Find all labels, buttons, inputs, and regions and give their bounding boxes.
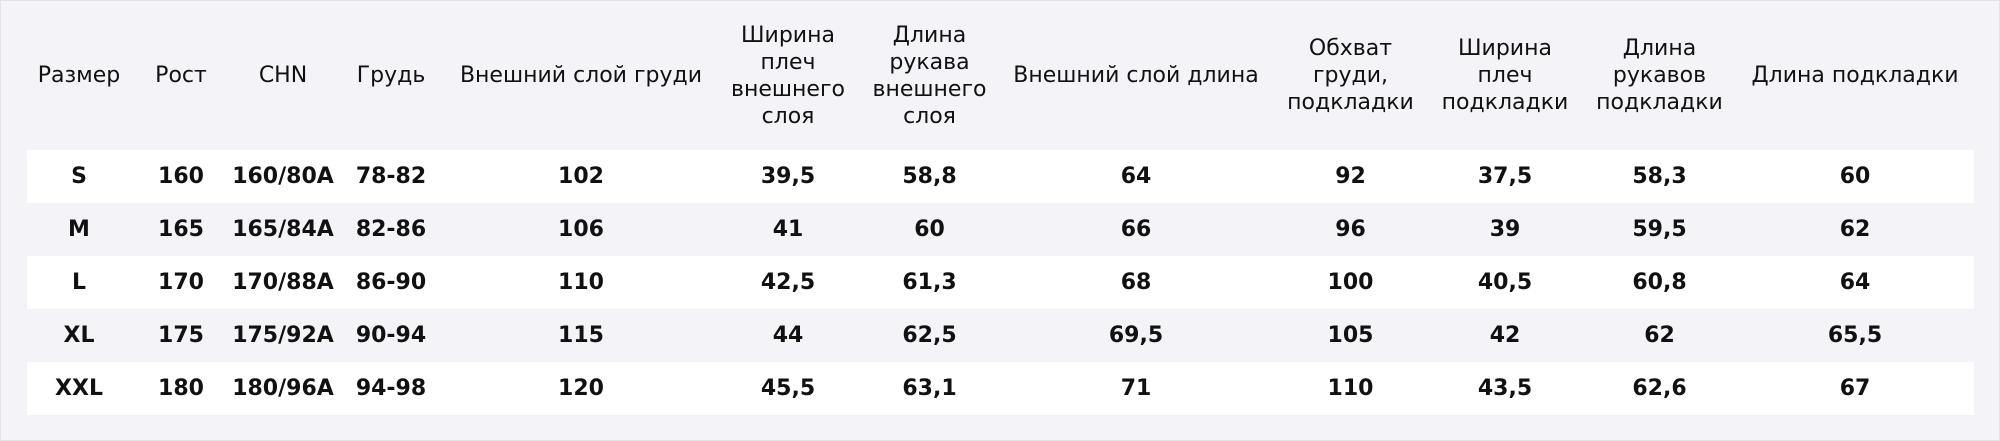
- table-cell: 43,5: [1427, 362, 1583, 415]
- table-cell: 61,3: [861, 256, 998, 309]
- table-cell: 82-86: [335, 203, 447, 256]
- table-cell: 71: [998, 362, 1274, 415]
- table-cell: 58,3: [1583, 150, 1736, 203]
- table-cell: 64: [998, 150, 1274, 203]
- header-row: Размер Рост CHN Грудь Внешний слой груди Шири…: [27, 1, 1974, 150]
- header-cell: Длина рукавов подкладки: [1596, 36, 1723, 115]
- table-row: XXL 180 180/96A 94-98 120 45,5 63,1 71 110 43,5 62…: [27, 362, 1974, 415]
- header-cell: Ширина плеч подкладки: [1441, 36, 1569, 115]
- table-cell: 62: [1736, 203, 1974, 256]
- table-cell: 175/92A: [231, 309, 335, 362]
- table-cell: 59,5: [1583, 203, 1736, 256]
- table-cell: 65,5: [1736, 309, 1974, 362]
- header-cell: Внешний слой длина: [1013, 63, 1259, 88]
- table-cell: 62,5: [861, 309, 998, 362]
- header-cell: Ширина плеч внешнего слоя: [731, 22, 845, 129]
- header-cell: Грудь: [356, 63, 426, 88]
- header-cell: Внешний слой груди: [459, 63, 703, 88]
- table-cell: 58,8: [861, 150, 998, 203]
- table-cell: 60: [861, 203, 998, 256]
- table-cell: 94-98: [335, 362, 447, 415]
- header-cell: Размер: [37, 63, 121, 88]
- table-cell: 175: [131, 309, 231, 362]
- header-cell: Длина рукава внешнего слоя: [872, 22, 987, 129]
- table-cell: XL: [27, 309, 131, 362]
- size-table: Размер Рост CHN Грудь Внешний слой груди Шири…: [27, 1, 1974, 415]
- table-cell: 42: [1427, 309, 1583, 362]
- table-cell: 68: [998, 256, 1274, 309]
- table-cell: 69,5: [998, 309, 1274, 362]
- table-cell: 170: [131, 256, 231, 309]
- table-row: S 160 160/80A 78-82 102 39,5 58,8 64 92 37,5 58,3 6…: [27, 150, 1974, 203]
- table-cell: 160: [131, 150, 231, 203]
- table-cell: M: [27, 203, 131, 256]
- table-cell: L: [27, 256, 131, 309]
- table-cell: 105: [1274, 309, 1427, 362]
- table-cell: 120: [447, 362, 715, 415]
- table-cell: 86-90: [335, 256, 447, 309]
- table-cell: 45,5: [715, 362, 861, 415]
- table-row: L 170 170/88A 86-90 110 42,5 61,3 68 100 40,5 60,8…: [27, 256, 1974, 309]
- table-cell: S: [27, 150, 131, 203]
- table-cell: 90-94: [335, 309, 447, 362]
- table-cell: 100: [1274, 256, 1427, 309]
- table-cell: XXL: [27, 362, 131, 415]
- table-cell: 160/80A: [231, 150, 335, 203]
- table-cell: 39,5: [715, 150, 861, 203]
- table-cell: 41: [715, 203, 861, 256]
- table-cell: 180: [131, 362, 231, 415]
- table-cell: 102: [447, 150, 715, 203]
- table-cell: 42,5: [715, 256, 861, 309]
- table-cell: 60: [1736, 150, 1974, 203]
- table-cell: 92: [1274, 150, 1427, 203]
- header-cell: Рост: [155, 63, 207, 88]
- table-cell: 165: [131, 203, 231, 256]
- table-cell: 64: [1736, 256, 1974, 309]
- table-row: M 165 165/84A 82-86 106 41 60 66 96 39 59,5 62: [27, 203, 1974, 256]
- table-cell: 66: [998, 203, 1274, 256]
- header-cell: CHN: [258, 63, 308, 88]
- table-cell: 180/96A: [231, 362, 335, 415]
- table-cell: 37,5: [1427, 150, 1583, 203]
- table-cell: 110: [447, 256, 715, 309]
- table-cell: 115: [447, 309, 715, 362]
- table-cell: 39: [1427, 203, 1583, 256]
- header-cell: Длина подкладки: [1751, 63, 1959, 88]
- table-cell: 40,5: [1427, 256, 1583, 309]
- table-cell: 106: [447, 203, 715, 256]
- table-row: XL 175 175/92A 90-94 115 44 62,5 69,5 105 42 62 65,…: [27, 309, 1974, 362]
- table-cell: 96: [1274, 203, 1427, 256]
- table-cell: 62: [1583, 309, 1736, 362]
- table-body: S 160 160/80A 78-82 102 39,5 58,8 64 92 37,5 58,3 6…: [27, 150, 1974, 415]
- table-cell: 165/84A: [231, 203, 335, 256]
- table-cell: 78-82: [335, 150, 447, 203]
- table-cell: 170/88A: [231, 256, 335, 309]
- table-cell: 67: [1736, 362, 1974, 415]
- table-cell: 62,6: [1583, 362, 1736, 415]
- header-cell: Обхват груди, подкладки: [1287, 36, 1414, 115]
- table-cell: 44: [715, 309, 861, 362]
- table-cell: 110: [1274, 362, 1427, 415]
- table-cell: 63,1: [861, 362, 998, 415]
- table-cell: 60,8: [1583, 256, 1736, 309]
